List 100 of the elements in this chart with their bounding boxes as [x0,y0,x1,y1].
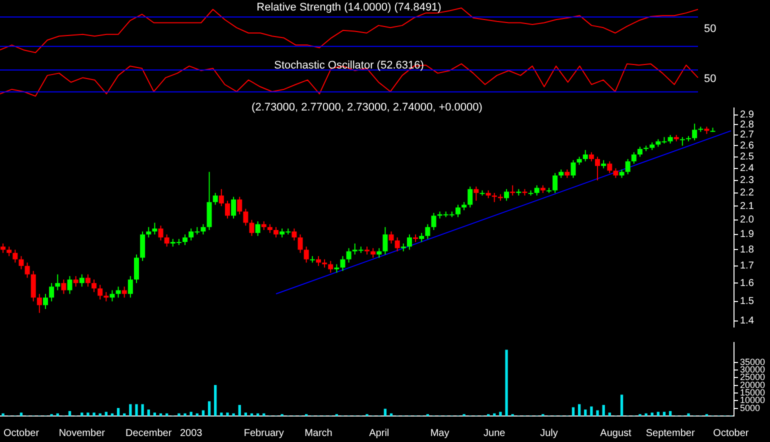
bar [572,407,575,416]
candlestick [98,284,103,300]
bar [147,410,150,416]
candlestick [595,156,600,181]
bar [584,410,587,416]
candlestick [134,254,139,284]
y-tick-label: 2.7 [740,130,754,141]
bar [596,410,599,416]
bar [578,404,581,416]
candlestick [182,234,188,246]
candlestick [61,279,66,294]
candlestick [631,152,636,164]
bar [141,404,144,416]
bar [178,413,180,416]
bar [92,412,96,416]
bar [644,413,648,416]
candlestick [298,234,303,254]
bar [129,404,132,416]
x-tick-label: 2003 [180,428,203,439]
candlestick [255,220,260,236]
candlestick [492,192,497,203]
candlestick [92,279,97,293]
bar [214,385,217,416]
bar [590,406,593,416]
candlestick [468,186,473,208]
y-tick-label: 15000 [740,387,766,398]
y-tick-label: 5000 [740,402,760,413]
y-tick-label: 1.9 [740,229,754,240]
bar [116,408,120,416]
y-tick-label: 25000 [740,372,766,382]
candlestick [425,224,430,240]
bar [499,412,502,416]
candlestick [346,248,352,264]
candlestick [140,230,146,262]
x-tick-label: February [244,428,284,439]
candlestick [406,234,412,250]
chart-title: Relative Strength (14.0000) (74.8491) [256,2,442,14]
candlestick [231,196,236,220]
x-tick-label: December [126,428,172,439]
bar [220,412,223,416]
candlestick [340,256,346,272]
candlestick [24,262,30,278]
candlestick [218,188,224,207]
bar [244,412,248,416]
bar [20,412,23,416]
bar [238,404,241,416]
candlestick [504,188,510,202]
candlestick [625,158,630,175]
candlestick [12,249,18,264]
x-tick-label: October [3,428,40,439]
x-tick-label: July [540,428,558,439]
bar [202,410,205,416]
bar [505,350,508,416]
candlestick [6,246,12,257]
x-tick-label: March [304,428,332,439]
bar [135,404,138,416]
candlestick [158,225,164,241]
candlestick [376,248,382,258]
bar [68,411,72,416]
candlestick [588,152,594,162]
candlestick [104,292,109,302]
bar [602,404,605,416]
x-tick-label: May [430,428,450,439]
y-tick-label: 2.8 [740,119,754,130]
x-tick-label: June [484,428,506,439]
candlestick [394,236,400,252]
candlestick [382,226,388,255]
text: 50 [704,23,716,36]
text: 50 [704,73,716,86]
candlestick [36,293,42,314]
candlestick [419,232,424,242]
candlestick [474,186,479,202]
y-tick-label: 2.4 [740,163,754,174]
bar [662,412,666,416]
chart-title: (2.73000, 2.77000, 2.73000, 2.74000, +0.0000) [252,102,482,114]
bar [190,412,192,416]
candlestick [582,150,588,162]
bar [80,412,84,416]
candlestick [116,286,121,298]
y-tick-label: 1.4 [740,316,754,327]
candlestick [152,222,158,235]
x-tick-label: August [600,428,632,439]
bar [226,412,229,416]
candlestick [73,276,78,288]
y-tick-label: 2.6 [740,140,754,152]
candlestick [200,224,206,235]
candlestick [304,246,309,264]
candlestick [85,274,90,288]
candlestick [110,290,115,302]
y-tick-label: 1.6 [740,278,754,289]
candlestick [30,270,36,302]
candlestick [18,256,24,270]
y-tick-label: 2.3 [740,175,754,186]
candlestick [79,274,84,288]
bar [208,401,211,416]
x-tick-label: April [369,428,390,439]
bar [232,413,235,416]
candlestick [67,276,72,294]
candlestick [316,256,321,266]
candlestick [42,293,48,310]
